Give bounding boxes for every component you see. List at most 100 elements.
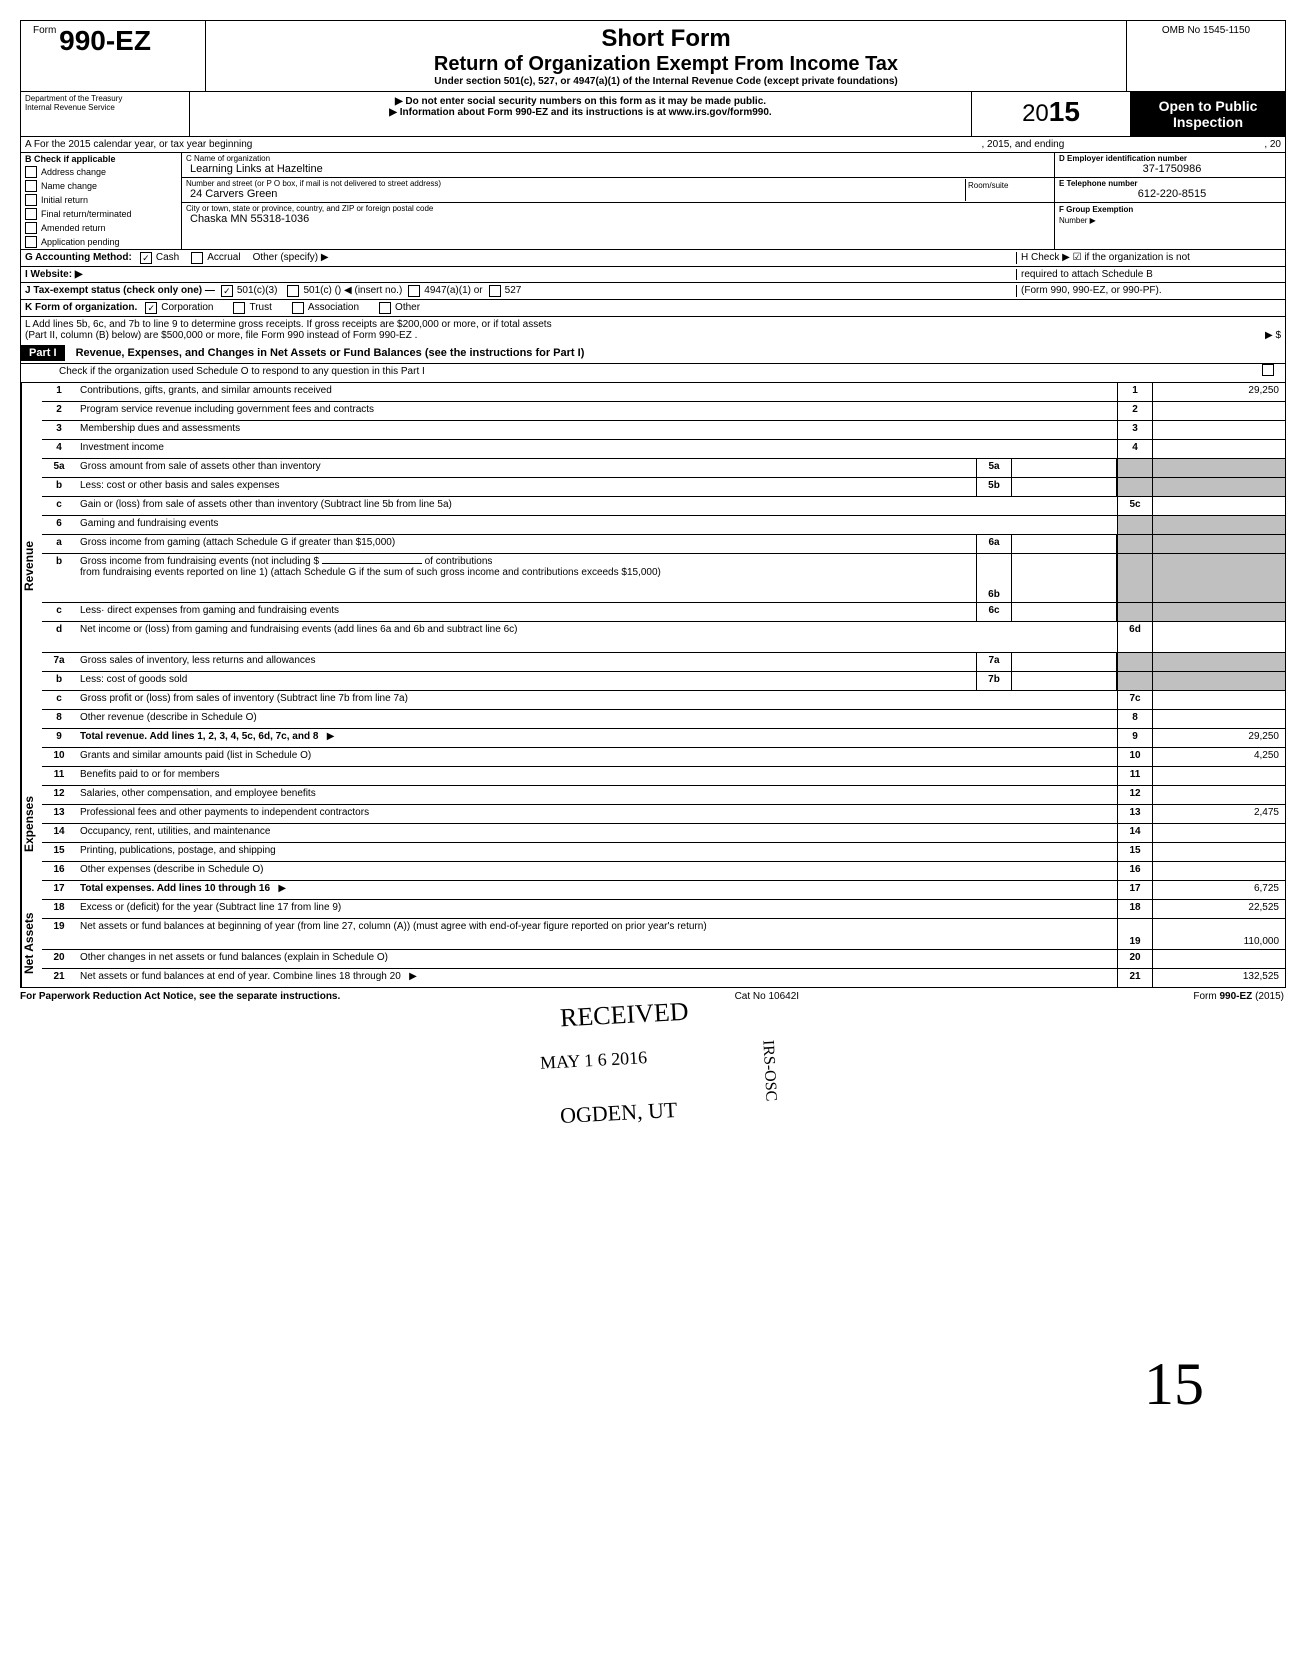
dept2: Internal Revenue Service — [25, 103, 185, 112]
group-cell: F Group Exemption Number ▶ — [1055, 203, 1285, 227]
city-value: Chaska MN 55318-1036 — [186, 213, 1050, 225]
expenses-section: Expenses 10Grants and similar amounts pa… — [21, 748, 1285, 900]
footer: For Paperwork Reduction Act Notice, see … — [20, 988, 1284, 1005]
form-prefix: Form — [33, 25, 56, 36]
check-527[interactable] — [489, 285, 501, 297]
h-text: H Check ▶ ☑ if the organization is not — [1016, 252, 1281, 264]
i-label: I Website: ▶ — [25, 269, 83, 280]
g-label: G Accounting Method: — [25, 252, 132, 264]
title-cell: Short Form Return of Organization Exempt… — [206, 21, 1126, 91]
check-cash[interactable]: ✓ — [140, 252, 152, 264]
dept-cell: Department of the Treasury Internal Reve… — [21, 92, 190, 136]
e-value: 612-220-8515 — [1059, 188, 1281, 200]
part1-check: Check if the organization used Schedule … — [21, 364, 1285, 383]
row-g: G Accounting Method: ✓Cash Accrual Other… — [21, 250, 1285, 267]
row-i: I Website: ▶ required to attach Schedule… — [21, 267, 1285, 283]
addr-row: Number and street (or P O box, if mail i… — [182, 178, 1054, 203]
ein-cell: D Employer identification number 37-1750… — [1055, 153, 1285, 178]
l-arrow: ▶ $ — [1265, 330, 1281, 341]
g-other: Other (specify) ▶ — [253, 252, 329, 264]
form-number-cell: Form 990-EZ — [21, 21, 206, 91]
return-title: Return of Organization Exempt From Incom… — [210, 53, 1122, 76]
year-cell: 2015 — [971, 92, 1130, 136]
netassets-label: Net Assets — [21, 900, 42, 987]
stamp-date: MAY 1 6 2016 — [540, 1047, 648, 1074]
part1-check-text: Check if the organization used Schedule … — [55, 364, 1255, 382]
addr-value: 24 Carvers Green — [186, 188, 965, 200]
room-label: Room/suite — [968, 181, 1048, 190]
row-j: J Tax-exempt status (check only one) — ✓… — [21, 283, 1285, 300]
l-text: L Add lines 5b, 6c, and 7b to line 9 to … — [25, 319, 552, 330]
dept1: Department of the Treasury — [25, 94, 185, 103]
e-label: E Telephone number — [1059, 179, 1281, 188]
part1-title: Revenue, Expenses, and Changes in Net As… — [68, 347, 585, 359]
stamp-ogden: OGDEN, UT — [559, 1097, 678, 1129]
header-row: Form 990-EZ Short Form Return of Organiz… — [21, 21, 1285, 92]
d-label: D Employer identification number — [1059, 154, 1281, 163]
d-value: 37-1750986 — [1059, 163, 1281, 175]
expenses-label: Expenses — [21, 748, 42, 900]
netassets-section: Net Assets 18Excess or (deficit) for the… — [21, 900, 1285, 987]
footer-left: For Paperwork Reduction Act Notice, see … — [20, 991, 340, 1002]
check-address[interactable]: Address change — [21, 165, 181, 179]
revenue-section: Revenue 1Contributions, gifts, grants, a… — [21, 383, 1285, 748]
form-990ez: Form 990-EZ Short Form Return of Organiz… — [20, 20, 1286, 988]
check-501c3[interactable]: ✓ — [221, 285, 233, 297]
f-label: F Group Exemption — [1059, 205, 1133, 214]
warning: ▶ Do not enter social security numbers o… — [194, 96, 967, 107]
city-label: City or town, state or province, country… — [186, 204, 1050, 213]
c-value: Learning Links at Hazeltine — [186, 163, 1050, 175]
section-bcdef: B Check if applicable Address change Nam… — [21, 153, 1285, 250]
check-schedule-o[interactable] — [1262, 364, 1274, 376]
check-pending[interactable]: Application pending — [21, 235, 181, 249]
instructions-cell: ▶ Do not enter social security numbers o… — [190, 92, 971, 136]
h3-text: (Form 990, 990-EZ, or 990-PF). — [1016, 285, 1281, 297]
short-form-title: Short Form — [210, 25, 1122, 53]
check-amended[interactable]: Amended return — [21, 221, 181, 235]
row-l: L Add lines 5b, 6c, and 7b to line 9 to … — [21, 317, 1285, 343]
l2-text: (Part II, column (B) below) are $500,000… — [25, 330, 417, 341]
city-row: City or town, state or province, country… — [182, 203, 1054, 227]
check-name[interactable]: Name change — [21, 179, 181, 193]
revenue-label: Revenue — [21, 383, 42, 748]
c-label: C Name of organization — [186, 154, 1050, 163]
line-a-text: A For the 2015 calendar year, or tax yea… — [25, 139, 252, 150]
omb-number: OMB No 1545-1150 — [1162, 25, 1250, 36]
form-number: 990-EZ — [59, 25, 151, 56]
check-accrual[interactable] — [191, 252, 203, 264]
check-4947[interactable] — [408, 285, 420, 297]
info: ▶ Information about Form 990-EZ and its … — [194, 107, 967, 118]
check-final[interactable]: Final return/terminated — [21, 207, 181, 221]
dept-row: Department of the Treasury Internal Reve… — [21, 92, 1285, 137]
line-a: A For the 2015 calendar year, or tax yea… — [21, 137, 1285, 153]
part1-label: Part I — [21, 345, 65, 361]
block-b: B Check if applicable Address change Nam… — [21, 153, 182, 249]
public-cell: Open to Public Inspection — [1130, 92, 1285, 136]
f-label2: Number ▶ — [1059, 216, 1096, 225]
j-label: J Tax-exempt status (check only one) — — [25, 285, 215, 297]
line-a-end: , 20 — [1264, 139, 1281, 150]
subtitle: Under section 501(c), 527, or 4947(a)(1)… — [210, 76, 1122, 87]
check-other[interactable] — [379, 302, 391, 314]
footer-mid: Cat No 10642I — [735, 991, 800, 1002]
block-def: D Employer identification number 37-1750… — [1054, 153, 1285, 249]
footer-right: Form 990-EZ (2015) — [1193, 991, 1284, 1002]
public2: Inspection — [1133, 114, 1283, 130]
part1-header: Part I Revenue, Expenses, and Changes in… — [21, 343, 1285, 364]
public1: Open to Public — [1133, 98, 1283, 114]
name-row: C Name of organization Learning Links at… — [182, 153, 1054, 178]
tel-cell: E Telephone number 612-220-8515 — [1055, 178, 1285, 203]
check-trust[interactable] — [233, 302, 245, 314]
check-initial[interactable]: Initial return — [21, 193, 181, 207]
line-a-mid: , 2015, and ending — [981, 139, 1064, 150]
omb-cell: OMB No 1545-1150 — [1126, 21, 1285, 91]
h2-text: required to attach Schedule B — [1016, 269, 1281, 280]
stamp-irs: IRS-OSC — [758, 1040, 779, 1102]
check-corp[interactable]: ✓ — [145, 302, 157, 314]
check-501c[interactable] — [287, 285, 299, 297]
check-assoc[interactable] — [292, 302, 304, 314]
b-label: B Check if applicable — [21, 153, 181, 165]
row-k: K Form of organization. ✓Corporation Tru… — [21, 300, 1285, 317]
k-label: K Form of organization. — [25, 302, 137, 314]
block-c: C Name of organization Learning Links at… — [182, 153, 1054, 249]
